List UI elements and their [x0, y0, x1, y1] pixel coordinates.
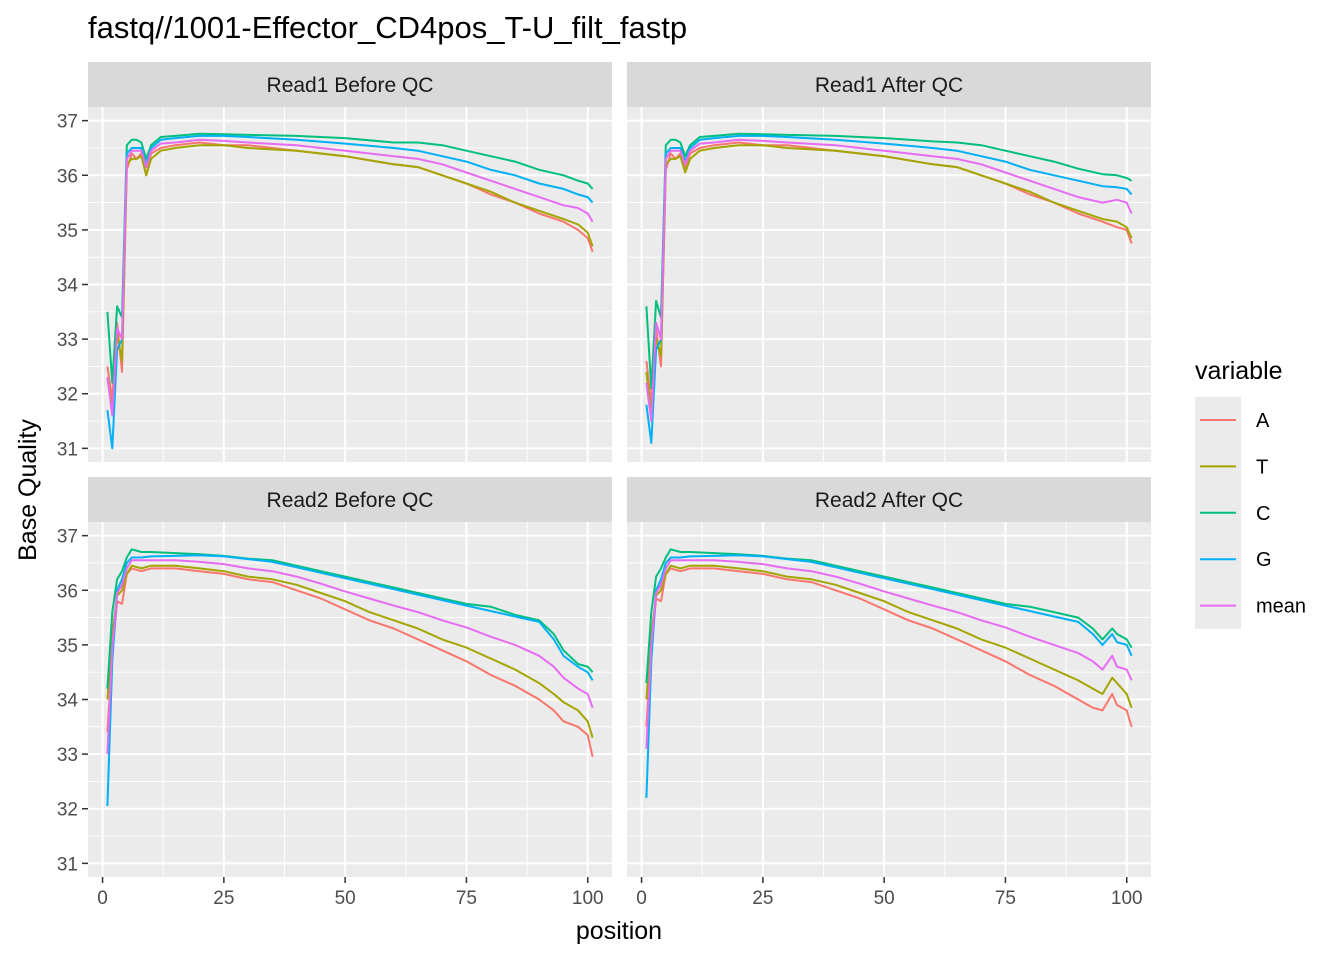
x-tick-label: 50 — [335, 888, 356, 909]
legend-label: C — [1256, 503, 1270, 525]
facet-panel: Read1 Before QC — [88, 62, 612, 462]
series-line-G — [645, 554, 1133, 798]
y-tick-label: 37 — [57, 527, 78, 548]
y-tick-label: 36 — [57, 166, 78, 187]
legend-label: T — [1256, 456, 1268, 478]
x-tick-label: 100 — [572, 888, 604, 909]
gridlines — [627, 522, 1151, 877]
x-tick-label: 25 — [213, 888, 234, 909]
y-tick-label: 34 — [57, 691, 79, 712]
y-tick-label: 33 — [57, 330, 78, 351]
legend-label: G — [1256, 549, 1272, 571]
y-tick-label: 32 — [57, 800, 78, 821]
x-axis-title: position — [576, 917, 662, 945]
series-line-G — [106, 134, 594, 450]
legend-label: mean — [1256, 596, 1306, 618]
facet-strip-label: Read2 Before QC — [267, 489, 434, 512]
y-tick-label: 32 — [57, 385, 78, 406]
facet-strip — [88, 477, 612, 522]
series-line-mean — [645, 138, 1133, 422]
facet-panel: Read1 After QC — [627, 62, 1151, 462]
y-tick-label: 36 — [57, 581, 78, 602]
y-tick-label: 35 — [57, 636, 78, 657]
y-tick-label: 33 — [57, 745, 78, 766]
facet-strip-label: Read1 After QC — [815, 74, 963, 97]
x-tick-label: 100 — [1111, 888, 1143, 909]
facet-panel: Read2 After QC — [627, 477, 1151, 877]
facet-panels: Read1 Before QC Read1 After QC Read2 Befor… — [88, 62, 1151, 877]
gridlines — [88, 107, 612, 462]
series-line-T — [106, 144, 594, 412]
series-line-C — [645, 548, 1133, 684]
series-lines — [645, 548, 1133, 798]
series-line-C — [645, 132, 1133, 390]
series-line-G — [106, 554, 594, 807]
x-tick-label: 75 — [456, 888, 477, 909]
facet-strip-label: Read1 Before QC — [267, 74, 434, 97]
series-line-T — [645, 564, 1133, 709]
y-tick-label: 34 — [57, 276, 79, 297]
gridlines — [627, 107, 1151, 462]
series-line-T — [106, 564, 594, 738]
series-line-mean — [106, 559, 594, 755]
series-lines — [645, 132, 1133, 444]
series-line-C — [106, 548, 594, 689]
series-line-G — [645, 134, 1133, 444]
series-line-mean — [645, 559, 1133, 749]
x-tick-label: 25 — [752, 888, 773, 909]
series-line-C — [106, 132, 594, 384]
facet-panel: Read2 Before QC — [88, 477, 612, 877]
series-line-mean — [106, 138, 594, 417]
y-tick-label: 31 — [57, 854, 78, 875]
gridlines — [88, 522, 612, 877]
series-lines — [106, 548, 594, 807]
legend-title: variable — [1195, 357, 1283, 385]
x-tick-label: 75 — [995, 888, 1016, 909]
facet-strip-label: Read2 After QC — [815, 489, 963, 512]
y-axis-title: Base Quality — [14, 419, 42, 561]
chart-title: fastq//1001-Effector_CD4pos_T-U_filt_fas… — [88, 10, 687, 45]
facet-strip — [88, 62, 612, 107]
axes: 31 32 33 34 35 36 37 31 32 33 34 35 36 37 0 25 50 75 100 0 2… — [57, 112, 1143, 909]
y-tick-label: 37 — [57, 112, 78, 133]
y-tick-label: 35 — [57, 221, 78, 242]
y-tick-label: 31 — [57, 439, 78, 460]
series-line-T — [645, 144, 1133, 417]
series-line-A — [645, 567, 1133, 728]
x-tick-label: 50 — [874, 888, 895, 909]
series-lines — [106, 132, 594, 450]
facet-strip — [627, 62, 1151, 107]
facet-strip — [627, 477, 1151, 522]
x-tick-label: 0 — [636, 888, 647, 909]
x-tick-label: 0 — [97, 888, 108, 909]
legend-label: A — [1256, 410, 1270, 432]
